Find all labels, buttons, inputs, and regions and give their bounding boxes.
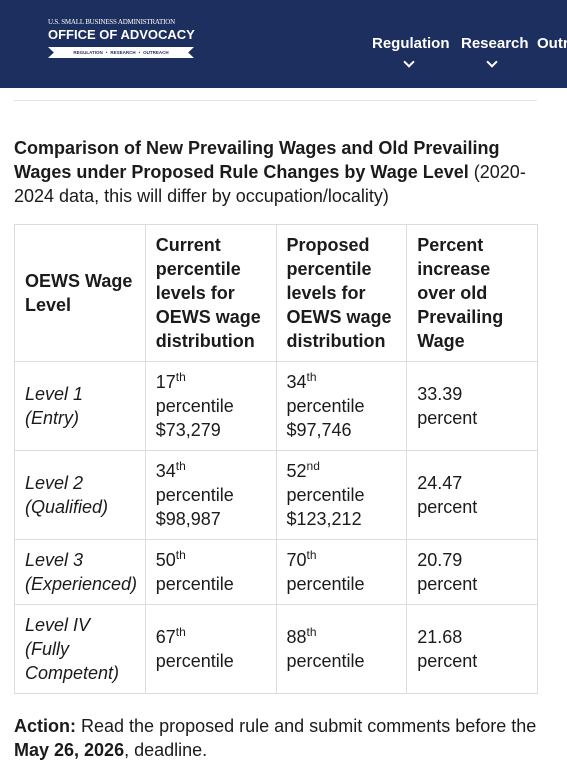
action: Action: Read the proposed rule and submi… [14, 714, 544, 762]
wage-level: Level 3 (Experienced) [14, 539, 146, 605]
action-text: Read the proposed rule and submit commen… [81, 716, 537, 736]
nav-link[interactable]: Regulation [372, 35, 450, 52]
rank-suffix: th [175, 459, 186, 473]
wage: $123,212 [286, 509, 362, 529]
intro: Comparison of New Prevailing Wages and O… [14, 136, 539, 208]
action-date: May 26, 2026 [14, 740, 125, 760]
logo[interactable]: U.S. SMALL BUSINESS ADMINISTRATION OFFIC… [48, 18, 195, 58]
tagline: REGULATION • RESEARCH • OUTREACH [48, 47, 194, 58]
percent-increase: 20.79 percent [406, 539, 538, 605]
percent-increase: 21.68 percent [406, 604, 538, 694]
wage-table: OEWS Wage Level Current percentile levels… [14, 224, 538, 694]
percentile-word: percentile [155, 396, 234, 416]
action-label: Action: [14, 716, 76, 736]
rank-suffix: th [306, 625, 317, 639]
rank: 70 [286, 550, 307, 570]
rank: 52 [286, 461, 307, 481]
table-row: Level 1 (Entry) 17th percentile $73,279 34th… [14, 361, 538, 451]
rank-suffix: nd [306, 459, 320, 473]
percentile-word: percentile [286, 651, 365, 671]
percentile-word: percentile [155, 651, 234, 671]
intro-bold: Comparison of New Prevailing Wages and O… [14, 138, 500, 182]
wage-level: Level IV (Fully Competent) [14, 604, 146, 694]
wage: $98,987 [155, 509, 221, 529]
proposed-cell: 88th percentile [275, 604, 408, 694]
wage-level: Level 1 (Entry) [14, 361, 146, 451]
percentile-word: percentile [155, 574, 234, 594]
rank: 50 [155, 550, 176, 570]
proposed-cell: 70th percentile [275, 539, 408, 605]
wage-level: Level 2 (Qualified) [14, 450, 146, 540]
percent-increase: 33.39 percent [406, 361, 538, 451]
percentile-word: percentile [286, 574, 365, 594]
rank: 17 [155, 372, 176, 392]
header-row: OEWS Wage Level Current percentile levels… [14, 224, 538, 362]
percentile-word: percentile [286, 485, 365, 505]
percent-increase: 24.47 percent [406, 450, 538, 540]
divider [14, 100, 537, 101]
agency-name: U.S. SMALL BUSINESS ADMINISTRATION [48, 18, 175, 26]
tagline-item: REGULATION [73, 50, 103, 55]
column-header: OEWS Wage Level [14, 224, 146, 362]
percentile-word: percentile [286, 396, 365, 416]
tagline-item: OUTREACH [143, 50, 169, 55]
nav-link[interactable]: Research [461, 35, 529, 52]
wage: $73,279 [155, 420, 221, 440]
site-header: U.S. SMALL BUSINESS ADMINISTRATION OFFIC… [0, 0, 567, 88]
rank-suffix: th [306, 548, 317, 562]
chevron [486, 56, 498, 68]
tagline-item: RESEARCH [110, 50, 136, 55]
rank-suffix: th [306, 370, 317, 384]
wage: $97,746 [286, 420, 352, 440]
chevron [403, 56, 415, 68]
current-cell: 34th percentile $98,987 [144, 450, 277, 540]
column-header: Current percentile levels for OEWS wage … [144, 224, 277, 362]
rank-suffix: th [175, 625, 186, 639]
rank: 34 [286, 372, 307, 392]
table-row: Level 3 (Experienced) 50th percentile 70th p… [14, 539, 538, 605]
proposed-cell: 52nd percentile $123,212 [275, 450, 408, 540]
table-row: Level 2 (Qualified) 34th percentile $98,987… [14, 450, 538, 540]
rank-suffix: th [175, 548, 186, 562]
rank: 88 [286, 627, 307, 647]
table-row: Level IV (Fully Competent) 67th percentile… [14, 604, 538, 694]
column-header: Proposed percentile levels for OEWS wage… [275, 224, 408, 362]
intro-text: (2020-2024 data, this will differ by occ… [14, 162, 526, 206]
rank: 34 [155, 461, 176, 481]
current-cell: 67th percentile [144, 604, 277, 694]
rank: 67 [155, 627, 176, 647]
percentile-word: percentile [155, 485, 234, 505]
action-end: , deadline. [124, 740, 208, 760]
rank-suffix: th [175, 370, 186, 384]
table-body: Level 1 (Entry) 17th percentile $73,279 34th… [14, 361, 538, 694]
proposed-cell: 34th percentile $97,746 [275, 361, 408, 451]
column-header: Percent increase over old Prevailing Wag… [406, 224, 538, 362]
current-cell: 17th percentile $73,279 [144, 361, 277, 451]
nav-link[interactable]: Outr [537, 35, 567, 52]
office-name: OFFICE OF ADVOCACY [48, 27, 195, 42]
current-cell: 50th percentile [144, 539, 277, 605]
